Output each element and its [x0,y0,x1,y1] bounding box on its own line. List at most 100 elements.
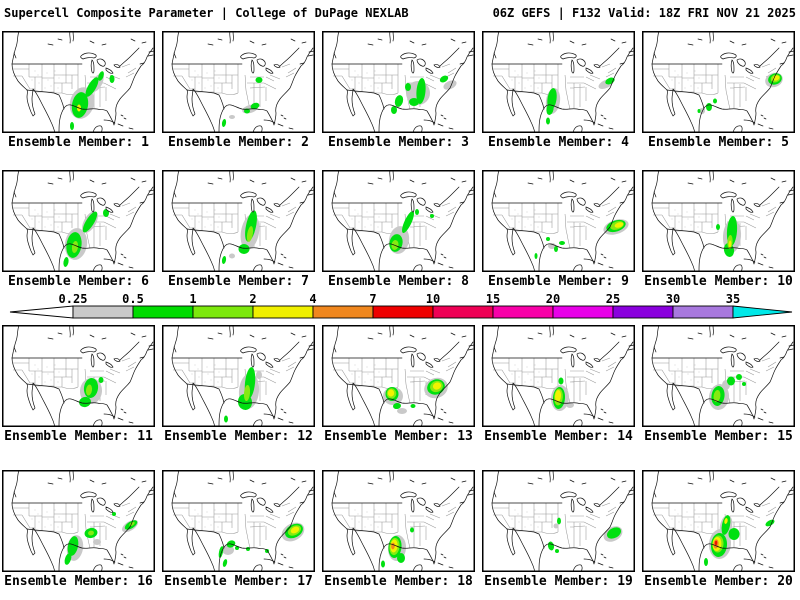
ensemble-panel-12: Ensemble Member: 12 [162,325,315,444]
scp-shading [64,512,138,565]
scp-blob-green [742,382,746,386]
scp-blob-green [85,77,99,97]
scp-blob-green [391,106,397,114]
conus-map [162,170,315,272]
scp-blob-green [534,253,538,259]
panel-label: Ensemble Member: 18 [324,574,473,589]
scp-blob-green [606,527,622,539]
panel-label: Ensemble Member: 7 [168,274,309,289]
scp-blob-green [721,515,731,535]
ensemble-row-1: Ensemble Member: 1 Ensemble Member: 2 En… [2,31,795,150]
scp-blob-gray [443,80,457,90]
scp-blob-green [546,103,554,115]
conus-map [322,31,475,133]
scp-shading [391,75,457,114]
panel-label: Ensemble Member: 20 [644,574,793,589]
ensemble-panel-3: Ensemble Member: 3 [322,31,475,150]
scp-blob-ygreen [246,226,254,242]
conus-map [162,470,315,572]
scale-tick-label: 0.5 [122,292,144,306]
ensemble-panel-15: Ensemble Member: 15 [642,325,795,444]
scp-blob-gray [553,523,559,529]
ensemble-row-3: Ensemble Member: 11 Ensemble Member: 12 … [2,325,795,444]
ensemble-panel-7: Ensemble Member: 7 [162,170,315,289]
scp-blob-green [64,553,72,565]
scp-blob-ygreen [713,390,721,402]
conus-map [482,470,635,572]
scp-blob-green [98,377,104,383]
scale-tick-label: 2 [249,292,256,306]
scp-blob-green [546,117,550,125]
panel-label: Ensemble Member: 4 [488,135,629,150]
ensemble-panel-17: Ensemble Member: 17 [162,470,315,589]
scp-blob-green [246,547,250,551]
scp-blob-yellow [554,390,562,402]
scp-blob-gray [548,243,556,249]
scp-blob-green [555,549,559,553]
conus-map [322,325,475,427]
scp-blob-green [558,377,564,385]
conus-map [322,470,475,572]
scp-blob-green [381,560,385,568]
scale-tick-label: 25 [606,292,620,306]
ensemble-panel-20: Ensemble Member: 20 [642,470,795,589]
ensemble-row-4: Ensemble Member: 16 Ensemble Member: 17 … [2,470,795,589]
scp-shading [381,527,414,568]
scp-blob-green [410,404,416,408]
scp-blob-green [713,98,717,104]
scp-blob-green [67,536,79,556]
scale-tick-label: 15 [486,292,500,306]
conus-map [482,31,635,133]
conus-map [482,325,635,427]
scp-blob-green [439,75,449,83]
scale-segment [72,305,134,319]
conus-map [2,325,155,427]
scp-blob-green [415,209,419,215]
scp-shading [716,216,742,257]
panel-label: Ensemble Member: 8 [328,274,469,289]
scale-tick-label: 1 [189,292,196,306]
scp-blob-green [405,83,411,91]
scp-blob-green [704,558,708,566]
scp-blob-green [98,71,104,81]
scp-blob-gray [93,539,101,545]
scp-blob-green [409,98,419,106]
panel-label: Ensemble Member: 19 [484,574,633,589]
scp-blob-ygreen [88,530,94,536]
panel-label: Ensemble Member: 11 [4,429,153,444]
scale-segment [372,305,434,319]
scp-blob-green [255,77,263,83]
ensemble-panel-18: Ensemble Member: 18 [322,470,475,589]
scale-tick-label: 30 [666,292,680,306]
scp-blob-gray [229,115,235,119]
scp-blob-yellow [290,526,300,534]
scale-left-arrow [9,305,74,319]
scale-segment [552,305,614,319]
ensemble-panel-2: Ensemble Member: 2 [162,31,315,150]
scp-blob-yellow [724,518,728,524]
scp-blob-green [706,103,712,111]
panel-label: Ensemble Member: 16 [4,574,153,589]
panel-label: Ensemble Member: 13 [324,429,473,444]
scale-segment [612,305,674,319]
conus-map [642,170,795,272]
scp-shading [534,219,629,259]
scp-blob-green [224,415,228,423]
scp-blob-yellow [432,382,442,390]
ensemble-panel-1: Ensemble Member: 1 [2,31,155,150]
conus-map [162,325,315,427]
scp-blob-green [63,257,69,267]
conus-map [322,170,475,272]
scp-blob-green [557,517,561,525]
ensemble-panel-16: Ensemble Member: 16 [2,470,155,589]
color-scale-bar: 0.25 0.5 1 2 4 7 10 15 20 25 30 35 [9,292,793,319]
scp-shading [388,209,434,254]
scp-blob-green [410,527,414,533]
conus-map [2,31,155,133]
scp-blob-green [82,211,98,233]
ensemble-panel-13: Ensemble Member: 13 [322,325,475,444]
scp-blob-red [714,540,718,546]
scp-blob-green [559,241,565,245]
scp-shading [69,71,115,130]
scp-shading [383,377,448,414]
